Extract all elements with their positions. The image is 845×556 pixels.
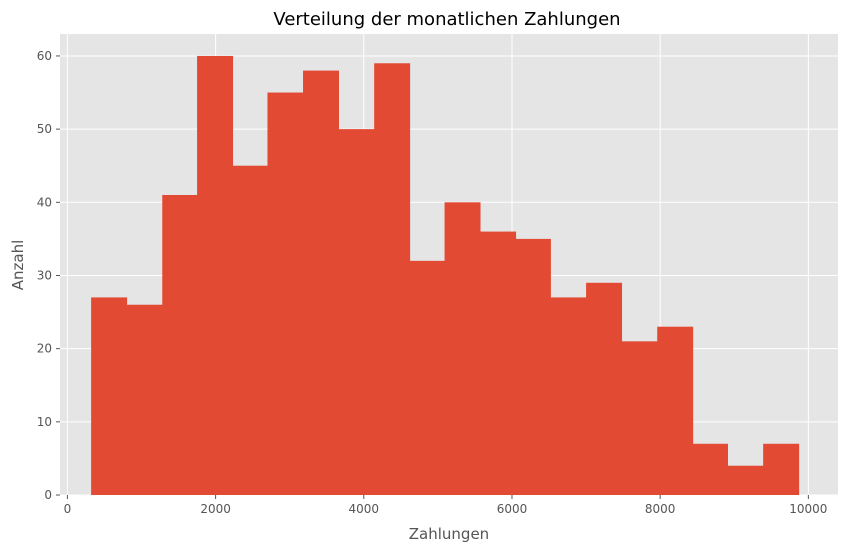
histogram-bar: [162, 194, 198, 495]
y-tick-label: 30: [37, 268, 52, 282]
x-axis-label: Zahlungen: [409, 525, 489, 543]
histogram-bar: [338, 129, 375, 495]
histogram-bar: [586, 282, 623, 495]
histogram-bar: [692, 443, 728, 495]
histogram-bar: [374, 63, 411, 496]
histogram-bar: [621, 341, 658, 495]
histogram-bar: [727, 465, 764, 495]
histogram-bar: [480, 231, 517, 496]
y-tick-label: 60: [37, 49, 52, 63]
histogram-bar: [409, 260, 445, 495]
x-tick-label: 2000: [200, 502, 231, 516]
x-tick-label: 6000: [497, 502, 528, 516]
histogram-bar: [267, 92, 304, 496]
histogram-bar: [126, 304, 163, 495]
histogram-bar: [515, 238, 551, 495]
histogram-bar: [657, 326, 694, 495]
y-tick-label: 50: [37, 122, 52, 136]
histogram-bar: [303, 70, 339, 495]
x-tick-label: 0: [64, 502, 72, 516]
y-axis-label: Anzahl: [9, 240, 27, 291]
histogram-bar: [550, 297, 587, 495]
y-axis-ticks: 0 10 20 30 40 50 60: [37, 49, 60, 502]
x-tick-label: 8000: [645, 502, 676, 516]
y-tick-label: 40: [37, 195, 52, 209]
chart-title: Verteilung der monatlichen Zahlungen: [273, 9, 620, 30]
histogram-bar: [197, 55, 234, 495]
y-tick-label: 10: [37, 415, 52, 429]
x-axis-ticks: 0 2000 4000 6000 8000 10000: [64, 495, 827, 516]
histogram-bar: [232, 165, 268, 495]
histogram-bars: [91, 55, 800, 496]
histogram-bar: [91, 297, 128, 495]
histogram-bar: [444, 202, 481, 496]
x-tick-label: 10000: [789, 502, 827, 516]
y-tick-label: 20: [37, 342, 52, 356]
histogram-bar: [763, 443, 800, 495]
y-tick-label: 0: [44, 488, 52, 502]
x-tick-label: 4000: [349, 502, 380, 516]
